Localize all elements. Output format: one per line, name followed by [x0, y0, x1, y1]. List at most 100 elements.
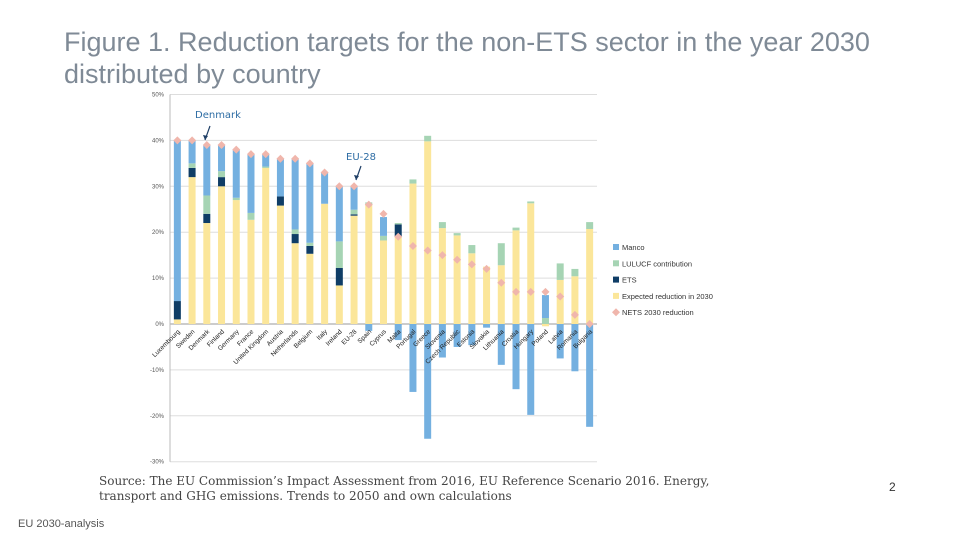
legend-label: NETS 2030 reduction [622, 308, 694, 317]
bar-segment [218, 186, 226, 324]
nets-marker [364, 200, 373, 209]
bar-segment [497, 265, 505, 324]
bar-segment [586, 222, 594, 229]
bar-segment [291, 234, 299, 244]
legend-label: ETS [622, 276, 637, 285]
bar-segment [556, 324, 564, 359]
bar-segment [556, 263, 564, 280]
nets-marker [217, 140, 226, 149]
bar-segment [409, 324, 417, 392]
page-title: Figure 1. Reduction targets for the non-… [64, 27, 870, 89]
legend-swatch [613, 292, 619, 299]
bar-segment [350, 186, 358, 210]
bar-segment [571, 276, 579, 324]
y-tick-label: 20% [152, 230, 165, 236]
y-tick-label: 30% [152, 184, 165, 190]
bar-segment [527, 201, 535, 204]
nets-marker [408, 241, 417, 250]
bar-segment [541, 324, 549, 327]
bar-segment [262, 167, 270, 324]
bar-segment [247, 212, 255, 220]
bar-segment [188, 177, 196, 324]
bar-segment [586, 228, 594, 324]
bar-segment [173, 140, 181, 302]
y-tick-label: -10% [150, 368, 165, 374]
bar-segment [276, 205, 284, 324]
arrowhead-icon [203, 135, 208, 140]
legend-label: Manco [622, 243, 645, 252]
nets-marker [202, 140, 211, 149]
page-number: 2 [889, 480, 896, 494]
bar-segment [453, 235, 461, 324]
bar-segment [365, 204, 373, 324]
nets-marker [467, 260, 476, 269]
bar-segment [350, 214, 358, 216]
bar-segment [306, 245, 314, 254]
legend-marker [612, 308, 620, 317]
y-tick-label: -20% [150, 414, 165, 420]
nets-marker [379, 209, 388, 218]
bar-segment [291, 158, 299, 230]
annotation-label: EU-28 [346, 152, 376, 163]
bar-segment [188, 140, 196, 164]
bar-segment [483, 266, 491, 324]
nets-marker [482, 264, 491, 273]
bar-segment [497, 243, 505, 266]
nets-marker [585, 320, 594, 328]
bar-segment [232, 197, 240, 201]
source-note: Source: The EU Commission’s Impact Asses… [99, 474, 710, 503]
nets-marker [438, 251, 447, 260]
bar-segment [424, 324, 432, 439]
bar-segment [291, 243, 299, 324]
bar-segment [218, 144, 226, 172]
nets-marker [453, 255, 462, 264]
x-tick-label: EU-28 [340, 328, 358, 346]
bar-segment [438, 324, 446, 358]
legend-swatch [613, 244, 619, 250]
bar-segment [468, 324, 476, 346]
bar-segment [247, 219, 255, 324]
bar-segment [571, 268, 579, 277]
bar-segment [335, 285, 343, 324]
bar-segment [483, 324, 491, 328]
bar-segment [232, 149, 240, 198]
annotation-label: Denmark [195, 110, 241, 121]
legend-swatch [613, 260, 619, 267]
bar-segment [541, 295, 549, 319]
bar-segment [306, 163, 314, 243]
nets-marker [305, 159, 314, 168]
bar-segment [262, 154, 270, 167]
nets-marker [335, 182, 344, 191]
y-tick-label: 10% [152, 276, 165, 282]
bar-segment [203, 213, 211, 224]
bar-segment [512, 230, 520, 324]
bar-segment [306, 242, 314, 246]
bar-segment [335, 268, 343, 286]
bar-segment [321, 172, 329, 204]
y-tick-label: 0% [155, 322, 164, 328]
bar-segment [438, 228, 446, 324]
y-tick-label: -30% [150, 460, 165, 466]
bar-segment [350, 215, 358, 324]
bar-segment [527, 203, 535, 324]
nets-marker [173, 136, 182, 145]
nets-marker [556, 292, 565, 301]
bar-segment [321, 203, 329, 324]
bar-segment [335, 241, 343, 269]
nets-marker [261, 150, 270, 159]
legend-label: LULUCF contribution [622, 259, 692, 268]
bar-segment [468, 253, 476, 324]
bar-segment [438, 222, 446, 229]
bar-segment [409, 179, 417, 184]
bar-segment [468, 245, 476, 254]
bar-segment [409, 183, 417, 324]
bar-segment [394, 236, 402, 324]
bar-segment [262, 166, 270, 168]
bar-segment [232, 200, 240, 324]
nets-marker [570, 310, 579, 319]
bar-segment [394, 324, 402, 341]
nets-marker [232, 145, 241, 154]
bar-segment [512, 324, 520, 390]
bar-segment [188, 163, 196, 168]
